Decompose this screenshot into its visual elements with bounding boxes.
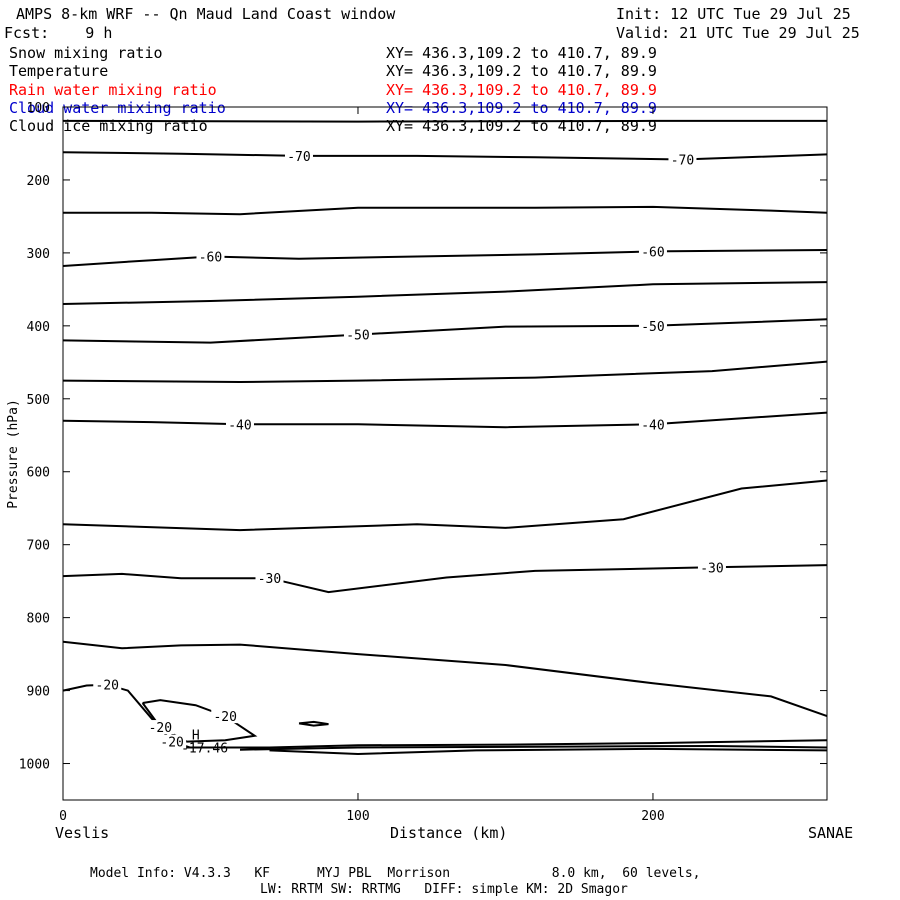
y-tick-label: 1000 bbox=[19, 758, 50, 773]
contour-label-bg bbox=[93, 677, 122, 692]
temperature-contour bbox=[62, 119, 827, 123]
x-end-label: SANAE bbox=[808, 824, 854, 842]
temperature-contour bbox=[269, 747, 828, 756]
extremum-label: H bbox=[192, 728, 200, 743]
y-tick-label: 500 bbox=[27, 393, 50, 408]
contour-label-bg bbox=[668, 152, 697, 167]
contour-label: -20 bbox=[96, 679, 119, 694]
model-info-line1: Model Info: V4.3.3 KF MYJ PBL Morrison 8… bbox=[90, 866, 701, 881]
temperature-contour bbox=[62, 318, 828, 344]
temperature-contour bbox=[239, 744, 828, 751]
x-axis-label: Distance (km) bbox=[390, 824, 508, 842]
legend-snow-label: Snow mixing ratio bbox=[9, 44, 163, 62]
contour-label: -40 bbox=[228, 418, 251, 433]
contour-label-bg bbox=[146, 720, 175, 735]
y-tick-label: 100 bbox=[27, 101, 50, 116]
y-tick-label: 900 bbox=[27, 685, 50, 700]
x-tick-label: 0 bbox=[59, 809, 67, 824]
temperature-contour bbox=[181, 739, 828, 749]
contour-label: -70 bbox=[671, 154, 694, 169]
contour-label-bg bbox=[638, 244, 667, 259]
y-tick-label: 800 bbox=[27, 612, 50, 627]
legend-rain-xy: XY= 436.3,109.2 to 410.7, 89.9 bbox=[386, 81, 657, 99]
temperature-contour bbox=[62, 249, 828, 267]
contour-label: -60 bbox=[199, 251, 222, 266]
contour-label-bg bbox=[284, 148, 313, 163]
contour-label: -50 bbox=[346, 329, 369, 344]
contour-label-bg bbox=[211, 709, 240, 724]
temperature-contour bbox=[62, 151, 828, 161]
contour-label-bg bbox=[638, 417, 667, 432]
y-tick-label: 300 bbox=[27, 247, 50, 262]
y-axis-label: Pressure (hPa) bbox=[6, 399, 21, 509]
temperature-contour bbox=[63, 205, 828, 216]
forecast-hour: Fcst: 9 h bbox=[4, 24, 113, 42]
model-info-line2: LW: RRTM SW: RRTMG DIFF: simple KM: 2D S… bbox=[260, 882, 628, 897]
temperature-contour bbox=[62, 640, 828, 718]
contour-label: -30 bbox=[700, 561, 723, 576]
x-start-label: Veslis bbox=[55, 824, 110, 842]
x-tick-label: 200 bbox=[641, 809, 664, 824]
init-time: Init: 12 UTC Tue 29 Jul 25 bbox=[616, 5, 851, 23]
legend-snow-xy: XY= 436.3,109.2 to 410.7, 89.9 bbox=[386, 44, 657, 62]
y-tick-label: 200 bbox=[27, 174, 50, 189]
y-tick-label: 600 bbox=[27, 466, 50, 481]
legend-temperature-label: Temperature bbox=[9, 62, 109, 80]
legend-temperature-xy: XY= 436.3,109.2 to 410.7, 89.9 bbox=[386, 62, 657, 80]
contour-label-bg bbox=[255, 571, 284, 586]
y-tick-label: 400 bbox=[27, 320, 50, 335]
contour-label: -60 bbox=[641, 245, 664, 260]
chart-title: AMPS 8-km WRF -- Qn Maud Land Coast wind… bbox=[16, 5, 396, 23]
contour-label-bg bbox=[343, 327, 372, 342]
legend-rain-label: Rain water mixing ratio bbox=[9, 81, 217, 99]
contour-label: -20 bbox=[213, 710, 236, 725]
legend-cloud-water-label: Cloud water mixing ratio bbox=[9, 99, 226, 117]
x-tick-label: 100 bbox=[346, 809, 369, 824]
contour-label: -20 bbox=[149, 721, 172, 736]
legend-cloud-water-xy: XY= 436.3,109.2 to 410.7, 89.9 bbox=[386, 99, 657, 117]
plot-frame bbox=[62, 106, 828, 801]
temperature-contour bbox=[62, 360, 828, 384]
contour-label-bg bbox=[158, 734, 187, 749]
contour-label-bg bbox=[196, 249, 225, 264]
extremum-label: -17.46 bbox=[181, 741, 228, 756]
contour-label: -50 bbox=[641, 320, 664, 335]
temperature-contour bbox=[298, 720, 329, 727]
temperature-contour bbox=[62, 479, 828, 532]
valid-time: Valid: 21 UTC Tue 29 Jul 25 bbox=[616, 24, 860, 42]
y-tick-label: 700 bbox=[27, 539, 50, 554]
temperature-contour bbox=[62, 411, 828, 429]
temperature-contour bbox=[62, 564, 828, 594]
contour-label-bg bbox=[225, 417, 254, 432]
temperature-contour bbox=[62, 281, 828, 305]
contour-label: -20 bbox=[160, 736, 183, 751]
contour-label: -70 bbox=[287, 150, 310, 165]
contour-label: -30 bbox=[258, 572, 281, 587]
contour-label-bg bbox=[697, 560, 726, 575]
contour-label: -40 bbox=[641, 418, 664, 433]
contour-label-bg bbox=[638, 318, 667, 333]
